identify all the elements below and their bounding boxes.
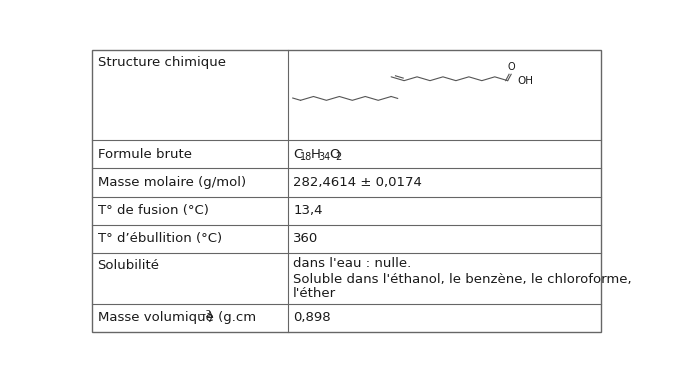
Text: T° de fusion (°C): T° de fusion (°C)	[97, 204, 208, 217]
Text: −3: −3	[198, 310, 212, 319]
Text: dans l'eau : nulle.: dans l'eau : nulle.	[293, 257, 412, 270]
Text: 34: 34	[318, 152, 330, 162]
Text: 360: 360	[293, 232, 318, 245]
Text: 2: 2	[336, 152, 342, 162]
Text: ): )	[208, 311, 213, 324]
Text: O: O	[508, 62, 515, 72]
Text: 13,4: 13,4	[293, 204, 322, 217]
Text: l'éther: l'éther	[293, 287, 337, 300]
Text: C: C	[293, 148, 302, 161]
Text: Structure chimique: Structure chimique	[97, 56, 226, 68]
Text: Masse molaire (g/mol): Masse molaire (g/mol)	[97, 176, 245, 189]
Text: H: H	[311, 148, 321, 161]
Text: Masse volumique (g.cm: Masse volumique (g.cm	[97, 311, 256, 324]
Text: OH: OH	[517, 76, 533, 86]
Text: Solubilité: Solubilité	[97, 259, 160, 272]
Text: T° d’ébullition (°C): T° d’ébullition (°C)	[97, 232, 222, 245]
Text: Formule brute: Formule brute	[97, 148, 191, 161]
Text: O: O	[329, 148, 339, 161]
Text: 18: 18	[300, 152, 312, 162]
Text: 0,898: 0,898	[293, 311, 331, 324]
Text: Soluble dans l'éthanol, le benzène, le chloroforme,: Soluble dans l'éthanol, le benzène, le c…	[293, 273, 632, 286]
Text: 282,4614 ± 0,0174: 282,4614 ± 0,0174	[293, 176, 422, 189]
